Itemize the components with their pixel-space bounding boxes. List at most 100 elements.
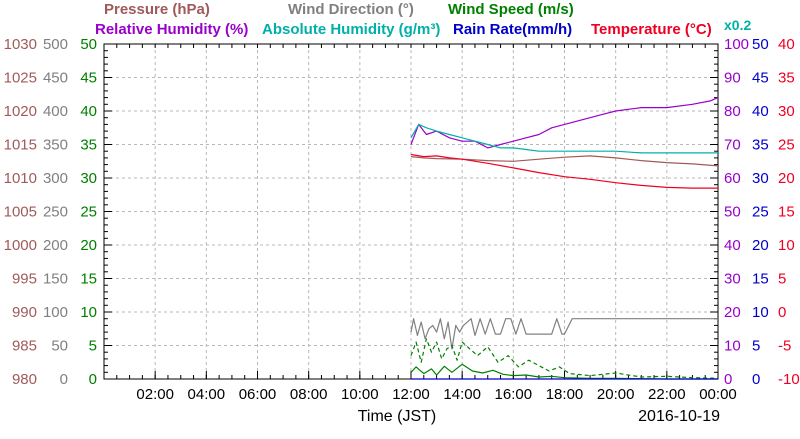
y-tick-label-direction: 150 <box>43 271 68 288</box>
y-tick-label-rh: 90 <box>724 70 741 87</box>
x-tick-label: 22:00 <box>648 386 686 403</box>
series-line <box>410 155 719 167</box>
x-tick-label: 04:00 <box>188 386 226 403</box>
y-tick-label-speed: 50 <box>80 36 97 53</box>
y-tick-label-temp: -5 <box>778 338 791 355</box>
y-tick-label-rain: 10 <box>752 304 769 321</box>
y-tick-label-direction: 200 <box>43 237 68 254</box>
y-tick-label-pressure: 1015 <box>4 137 37 154</box>
y-tick-label-speed: 20 <box>80 237 97 254</box>
y-tick-label-rh: 30 <box>724 271 741 288</box>
y-tick-label-speed: 15 <box>80 271 97 288</box>
y-tick-label-rain: 15 <box>752 271 769 288</box>
y-tick-label-pressure: 1000 <box>4 237 37 254</box>
y-tick-label-pressure: 1010 <box>4 170 37 187</box>
y-tick-label-speed: 30 <box>80 170 97 187</box>
y-tick-label-temp: 0 <box>778 304 786 321</box>
y-tick-label-pressure: 980 <box>12 371 37 388</box>
y-tick-label-rh: 0 <box>724 371 732 388</box>
y-tick-label-direction: 350 <box>43 137 68 154</box>
legend-entry: Wind Direction (°) <box>288 1 414 18</box>
y-tick-label-rain: 5 <box>752 338 760 355</box>
y-tick-label-direction: 300 <box>43 170 68 187</box>
y-tick-label-rain: 20 <box>752 237 769 254</box>
series-line <box>410 153 718 189</box>
y-tick-label-speed: 35 <box>80 137 97 154</box>
y-tick-label-pressure: 1025 <box>4 70 37 87</box>
y-tick-label-direction: 50 <box>51 338 68 355</box>
series-line <box>410 318 718 350</box>
y-tick-label-speed: 25 <box>80 204 97 221</box>
series-line <box>410 123 718 154</box>
y-tick-label-rh: 20 <box>724 304 741 321</box>
y-tick-label-rain: 45 <box>752 70 769 87</box>
x-tick-label: 16:00 <box>495 386 533 403</box>
y-tick-label-rain: 50 <box>752 36 769 53</box>
y-tick-label-pressure: 985 <box>12 338 37 355</box>
y-tick-label-rain: 30 <box>752 170 769 187</box>
series-line <box>410 338 719 379</box>
legend-entry: Wind Speed (m/s) <box>448 1 574 18</box>
legend-entry: Absolute Humidity (g/m³) <box>262 21 440 38</box>
y-tick-label-speed: 5 <box>89 338 97 355</box>
y-tick-label-direction: 500 <box>43 36 68 53</box>
y-tick-label-temp: 30 <box>778 103 795 120</box>
y-tick-label-speed: 0 <box>89 371 97 388</box>
y-tick-label-rh: 80 <box>724 103 741 120</box>
x-tick-label: 12:00 <box>392 386 430 403</box>
x-tick-label: 20:00 <box>597 386 635 403</box>
y-tick-label-temp: 15 <box>778 204 795 221</box>
y-tick-label-direction: 450 <box>43 70 68 87</box>
y-tick-label-pressure: 1020 <box>4 103 37 120</box>
y-tick-label-rh: 70 <box>724 137 741 154</box>
x-tick-label: 06:00 <box>239 386 277 403</box>
y-tick-label-rh: 60 <box>724 170 741 187</box>
date-label: 2016-10-19 <box>638 408 720 425</box>
y-tick-label-speed: 40 <box>80 103 97 120</box>
x-tick-label: 10:00 <box>341 386 379 403</box>
y-tick-label-temp: 20 <box>778 170 795 187</box>
y-tick-label-rain: 40 <box>752 103 769 120</box>
y-tick-label-rh: 50 <box>724 204 741 221</box>
y-tick-label-temp: 25 <box>778 137 795 154</box>
x-tick-label: 14:00 <box>443 386 481 403</box>
y-tick-label-pressure: 1030 <box>4 36 37 53</box>
legend-entry: Temperature (°C) <box>591 21 712 38</box>
y-tick-label-temp: -10 <box>778 371 800 388</box>
y-tick-label-rain: 25 <box>752 204 769 221</box>
y-tick-label-pressure: 995 <box>12 271 37 288</box>
legend-entry: Relative Humidity (%) <box>95 21 248 38</box>
x-tick-label: 02:00 <box>136 386 174 403</box>
series-layer <box>410 97 719 380</box>
legend-entry: Rain Rate(mm/h) <box>453 21 572 38</box>
legend-scale-note: x0.2 <box>724 17 751 33</box>
x-tick-label: 18:00 <box>546 386 584 403</box>
y-tick-label-rh: 10 <box>724 338 741 355</box>
y-tick-label-speed: 45 <box>80 70 97 87</box>
legend: Pressure (hPa) Wind Direction (°) Wind Spe… <box>95 1 751 38</box>
x-tick-label: 08:00 <box>290 386 328 403</box>
y-tick-label-direction: 250 <box>43 204 68 221</box>
y-tick-label-direction: 100 <box>43 304 68 321</box>
axes: 02:00 04:00 06:00 08:00 10:00 12:00 14:00 16:00… <box>4 36 800 403</box>
y-tick-label-rh: 40 <box>724 237 741 254</box>
y-tick-label-direction: 0 <box>60 371 68 388</box>
y-tick-label-temp: 10 <box>778 237 795 254</box>
y-tick-label-direction: 400 <box>43 103 68 120</box>
y-tick-label-rain: 35 <box>752 137 769 154</box>
legend-entry: Pressure (hPa) <box>104 1 210 18</box>
series-line <box>410 97 719 149</box>
y-tick-label-temp: 35 <box>778 70 795 87</box>
y-tick-label-speed: 10 <box>80 304 97 321</box>
y-tick-label-rh: 100 <box>724 36 749 53</box>
y-tick-label-pressure: 990 <box>12 304 37 321</box>
y-tick-label-temp: 40 <box>778 36 795 53</box>
x-tick-label: 00:00 <box>699 386 737 403</box>
y-tick-label-rain: 0 <box>752 371 760 388</box>
y-tick-label-pressure: 1005 <box>4 204 37 221</box>
series-line <box>410 363 718 380</box>
y-tick-label-temp: 5 <box>778 271 786 288</box>
